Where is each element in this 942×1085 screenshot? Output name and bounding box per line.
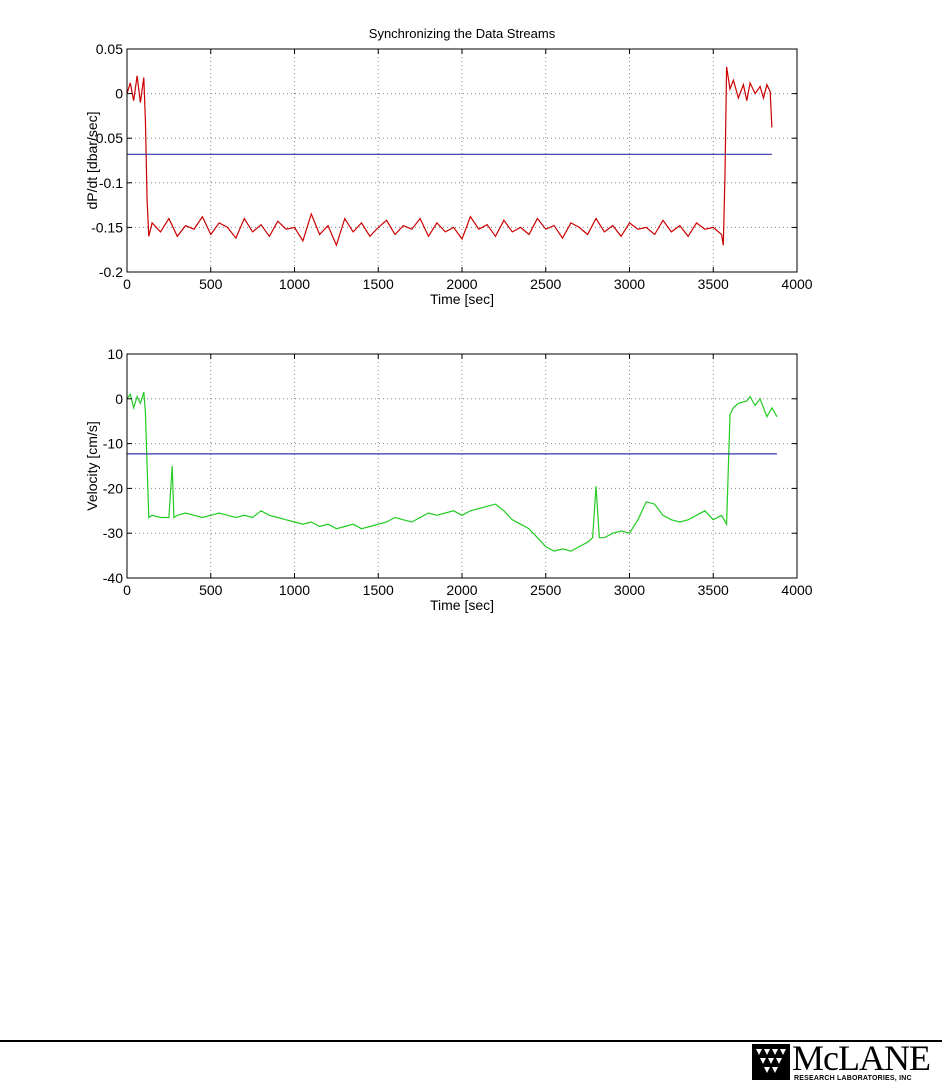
footer-rule xyxy=(0,1040,942,1042)
y-tick-label: -0.05 xyxy=(91,130,123,146)
y-tick-label: -0.1 xyxy=(99,175,123,191)
x-tick-label: 2000 xyxy=(446,276,477,292)
chart-title: Synchronizing the Data Streams xyxy=(369,26,556,41)
logo-mark-icon xyxy=(752,1044,790,1080)
x-tick-label: 1000 xyxy=(279,582,310,598)
y-tick-label: 0 xyxy=(115,86,123,102)
x-tick-label: 1000 xyxy=(279,276,310,292)
x-tick-label: 3500 xyxy=(698,276,729,292)
logo-wordmark: McLANE xyxy=(792,1038,931,1078)
y-tick-label: -20 xyxy=(103,480,123,496)
x-tick-label: 3000 xyxy=(614,276,645,292)
plot-dpdt: 0 500 1000 1500 2000 2500 3000 3500 40000.050-0.… xyxy=(84,41,813,307)
x-tick-label: 1500 xyxy=(363,276,394,292)
y-tick-label: -0.15 xyxy=(91,219,123,235)
logo-subtitle: RESEARCH LABORATORIES, INC xyxy=(794,1075,912,1082)
y-tick-label: 0.05 xyxy=(96,41,123,57)
x-tick-label: 2500 xyxy=(530,276,561,292)
x-tick-label: 4000 xyxy=(781,276,812,292)
plot-velocity: 0 500 1000 1500 2000 2500 3000 3500 4000 10 0 -10 -2… xyxy=(84,346,813,613)
x-tick-label: 1500 xyxy=(363,582,394,598)
y-tick-label: -40 xyxy=(103,570,123,586)
x-axis-label: Time [sec] xyxy=(430,291,494,307)
y-axis-label: Velocity [cm/s] xyxy=(84,421,100,510)
x-tick-label: 2500 xyxy=(530,582,561,598)
x-axis-label: Time [sec] xyxy=(430,597,494,613)
y-tick-label: -30 xyxy=(103,525,123,541)
x-tick-label: 3500 xyxy=(698,582,729,598)
x-tick-label: 0 xyxy=(123,582,131,598)
y-tick-label: 10 xyxy=(107,346,123,362)
x-tick-label: 500 xyxy=(199,276,223,292)
x-tick-label: 500 xyxy=(199,582,223,598)
y-axis-label: dP/dt [dbar/sec] xyxy=(84,111,100,209)
x-tick-label: 0 xyxy=(123,276,131,292)
y-tick-label: -0.2 xyxy=(99,264,123,280)
y-tick-label: 0 xyxy=(115,391,123,407)
x-tick-label: 2000 xyxy=(446,582,477,598)
x-tick-label: 3000 xyxy=(614,582,645,598)
dpdt-trace xyxy=(126,66,773,247)
x-tick-label: 4000 xyxy=(781,582,812,598)
mclane-logo: McLANE RESEARCH LABORATORIES, INC xyxy=(752,1040,940,1084)
velocity-trace xyxy=(126,391,778,552)
figure: Synchronizing the Data Streams 0 500 1000 1… xyxy=(84,26,813,613)
y-tick-label: -10 xyxy=(103,436,123,452)
